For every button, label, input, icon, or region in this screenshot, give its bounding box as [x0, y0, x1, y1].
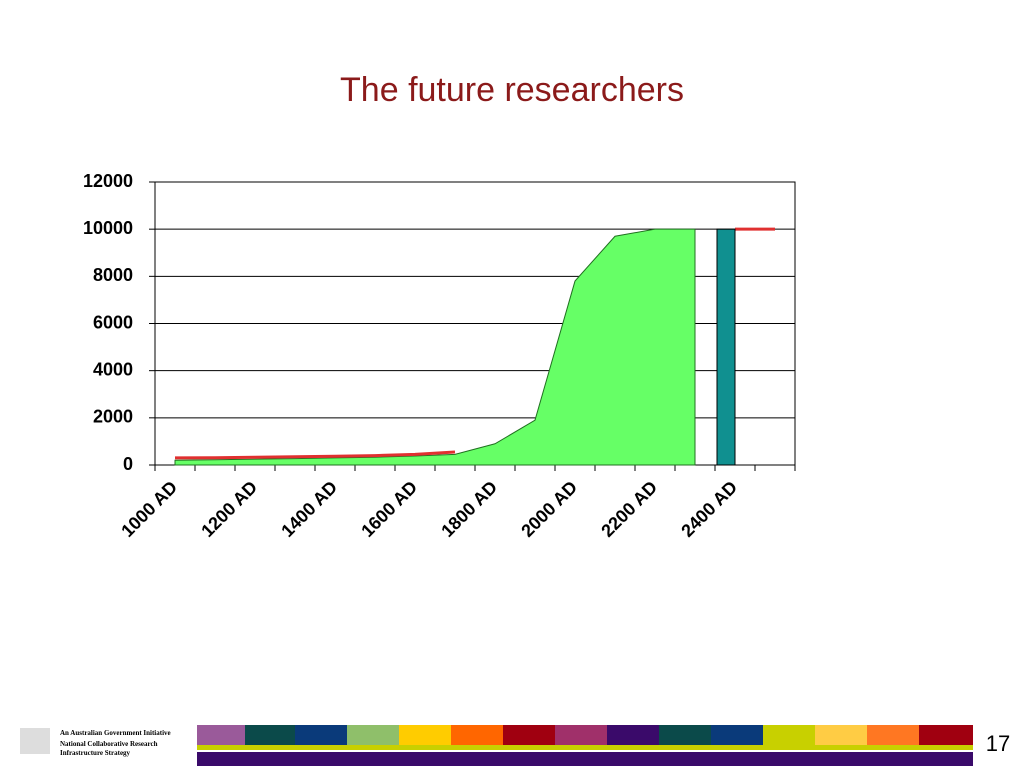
- y-tick-label: 12000: [83, 171, 133, 191]
- slide-title: The future researchers: [340, 71, 684, 109]
- x-tick-label: 2000 AD: [517, 477, 581, 541]
- area: [174, 228, 696, 466]
- org-text: National Collaborative Research: [60, 740, 158, 748]
- line: [174, 227, 775, 460]
- bar: [716, 228, 736, 466]
- y-tick-label: 4000: [93, 359, 133, 379]
- x-tick-label: 1200 AD: [197, 477, 261, 541]
- footer: An Australian Government Initiative Nati…: [20, 725, 1010, 766]
- x-tick-label: 2400 AD: [677, 477, 741, 541]
- y-tick-label: 8000: [93, 265, 133, 285]
- x-tick-label: 1800 AD: [437, 477, 501, 541]
- page-number: 17: [986, 731, 1010, 756]
- org-text: Infrastructure Strategy: [60, 749, 131, 757]
- y-tick-label: 10000: [83, 218, 133, 238]
- x-tick-label: 1400 AD: [277, 477, 341, 541]
- x-tick-label: 1600 AD: [357, 477, 421, 541]
- y-tick-label: 0: [123, 454, 133, 474]
- y-tick-label: 2000: [93, 407, 133, 427]
- crest: [20, 728, 50, 754]
- x-tick-label: 2200 AD: [597, 477, 661, 541]
- y-tick-label: 6000: [93, 312, 133, 332]
- x-tick-label: 1000 AD: [117, 477, 181, 541]
- color-strip: [197, 725, 973, 766]
- org-text: An Australian Government Initiative: [60, 729, 171, 737]
